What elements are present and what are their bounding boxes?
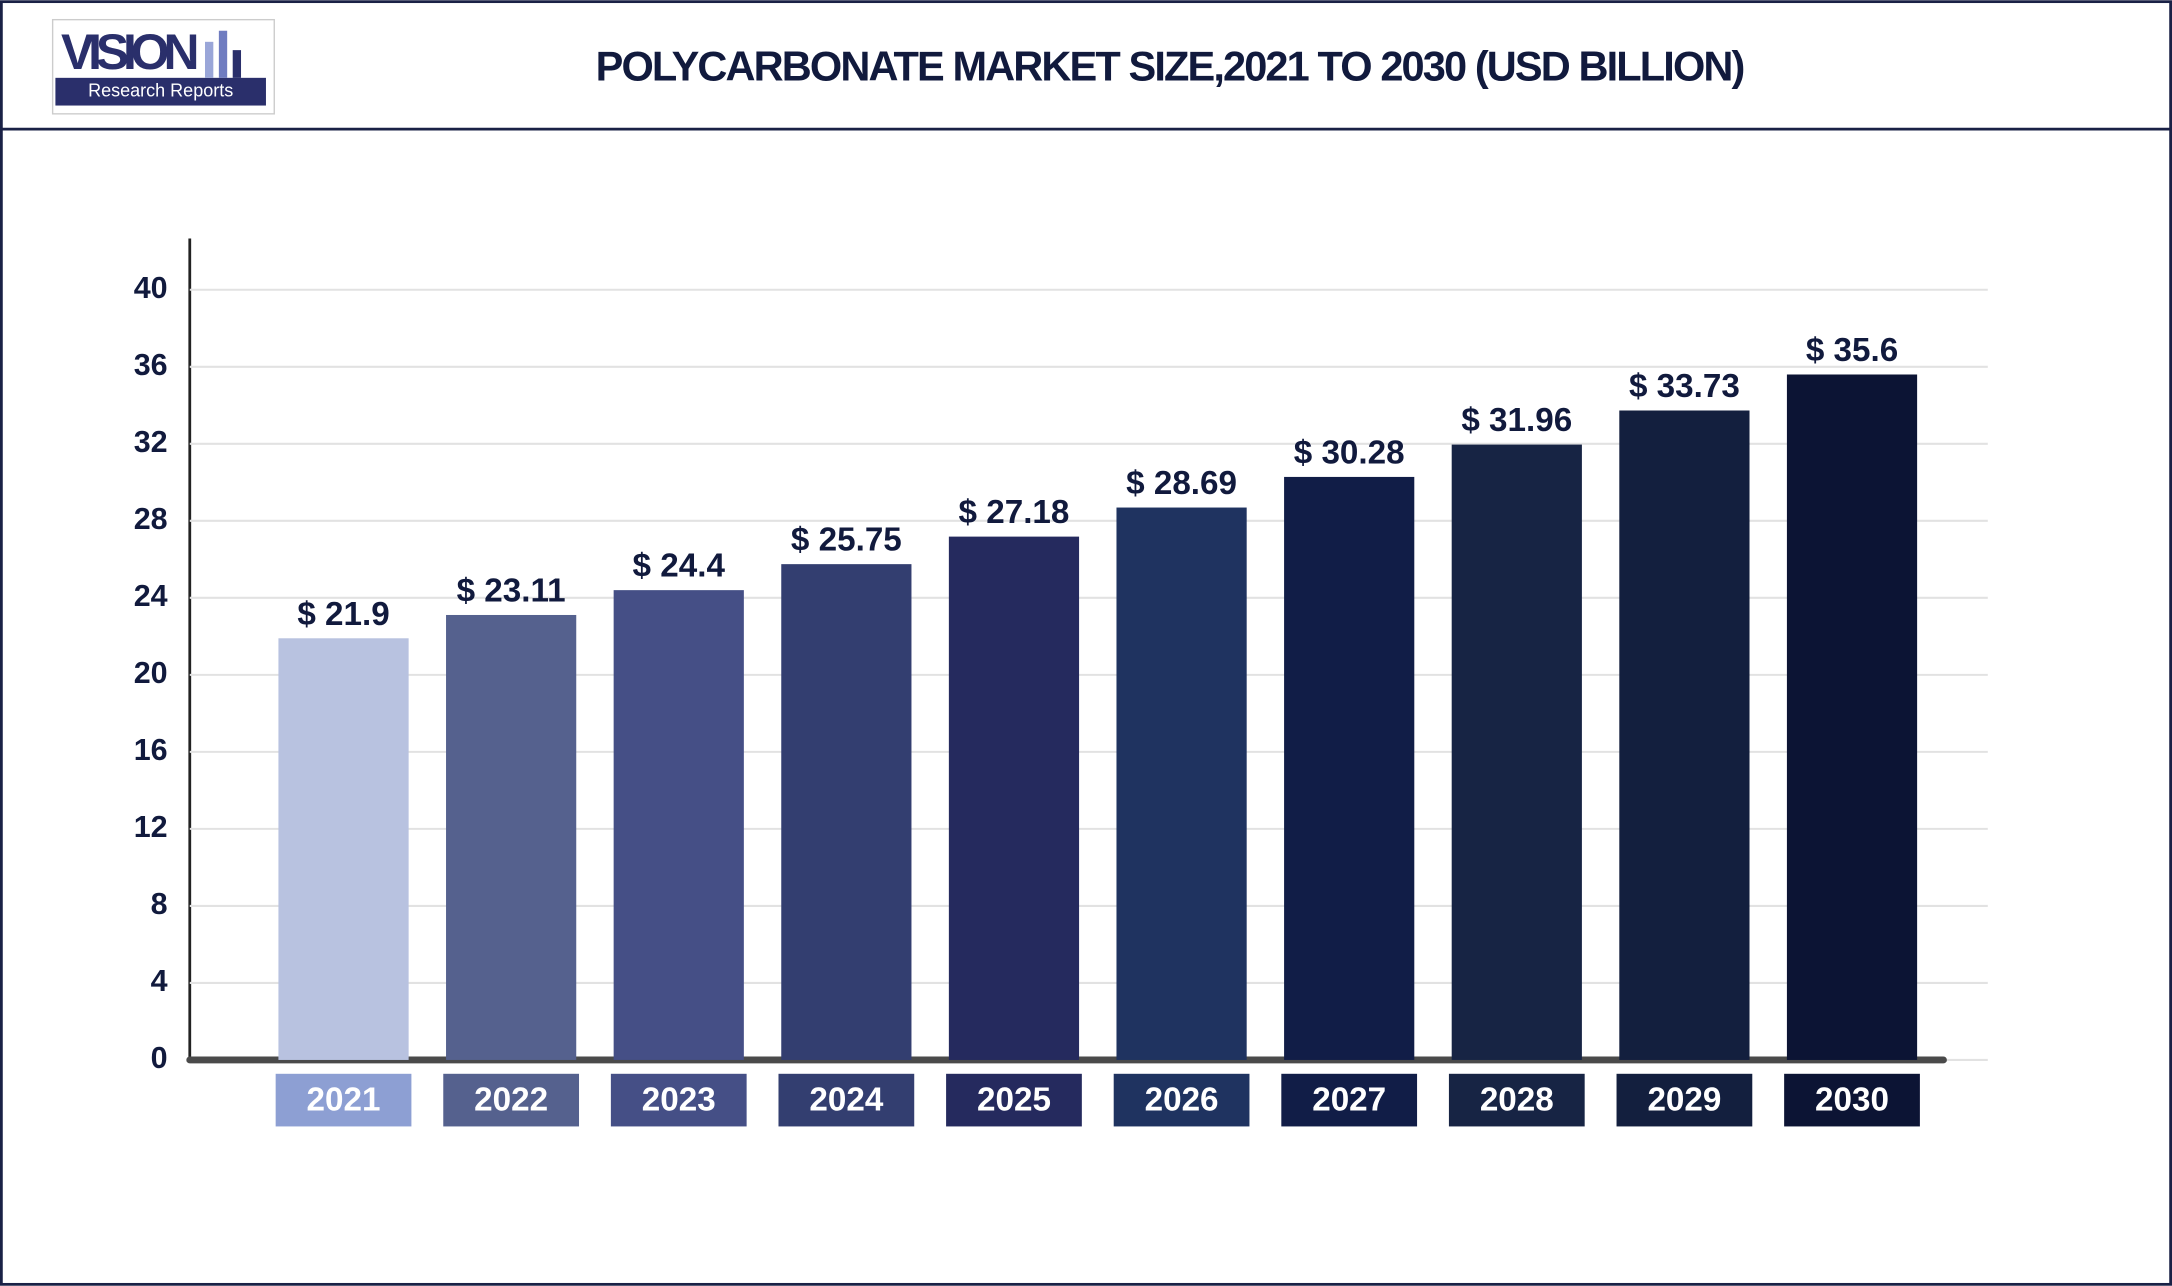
y-tick-label: 12 <box>134 810 168 844</box>
bar <box>613 590 744 1060</box>
bar <box>278 638 409 1060</box>
logo-band <box>55 77 266 106</box>
y-tick-label: 40 <box>134 271 168 305</box>
x-tick-label: 2029 <box>1647 1081 1721 1118</box>
bar <box>1451 444 1582 1060</box>
x-tick-box <box>1281 1073 1418 1127</box>
y-tick-label: 28 <box>134 502 168 536</box>
x-tick-label: 2028 <box>1480 1081 1554 1118</box>
x-tick-box <box>778 1073 915 1127</box>
y-tick-label: 0 <box>151 1041 168 1075</box>
x-tick-label: 2026 <box>1145 1081 1219 1118</box>
y-tick-label: 20 <box>134 656 168 690</box>
bar <box>1786 374 1918 1060</box>
value-label: $ 28.69 <box>1126 465 1237 502</box>
bar <box>446 614 577 1060</box>
x-tick-box <box>1113 1073 1250 1127</box>
bar <box>1619 410 1750 1060</box>
bar <box>1284 476 1415 1060</box>
x-tick-label: 2021 <box>307 1081 381 1118</box>
bar <box>781 564 912 1060</box>
value-label: $ 35.6 <box>1806 332 1898 369</box>
x-tick-label: 2022 <box>474 1081 548 1118</box>
x-tick-box <box>275 1073 412 1127</box>
y-tick-label: 36 <box>134 348 168 382</box>
value-label: $ 30.28 <box>1294 435 1405 472</box>
y-tick-label: 16 <box>134 733 168 767</box>
bar <box>1116 507 1247 1060</box>
x-tick-box <box>610 1073 747 1127</box>
x-tick-box <box>1784 1073 1920 1127</box>
x-tick-label: 2025 <box>977 1081 1051 1118</box>
value-label: $ 33.73 <box>1629 368 1740 405</box>
logo-tagline: Research Reports <box>88 80 233 100</box>
x-tick-box <box>1616 1073 1753 1127</box>
logo-icon <box>218 30 228 78</box>
chart-title: POLYCARBONATE MARKET SIZE,2021 TO 2030 (… <box>596 42 1746 89</box>
logo-icon <box>205 41 214 78</box>
x-tick-box <box>946 1073 1082 1127</box>
value-label: $ 23.11 <box>457 573 566 610</box>
x-tick-label: 2023 <box>642 1081 716 1118</box>
x-tick-box <box>443 1073 580 1127</box>
y-tick-label: 8 <box>151 887 168 921</box>
logo-name: VISION <box>61 24 200 80</box>
value-label: $ 21.9 <box>297 596 389 633</box>
value-label: $ 31.96 <box>1461 402 1572 439</box>
value-label: $ 27.18 <box>959 494 1070 531</box>
y-tick-label: 32 <box>134 425 168 459</box>
x-tick-box <box>1448 1073 1585 1127</box>
y-tick-label: 24 <box>134 579 168 613</box>
logo-icon <box>232 50 242 78</box>
y-tick-label: 4 <box>151 964 168 998</box>
x-tick-label: 2030 <box>1815 1081 1889 1118</box>
value-label: $ 24.4 <box>633 548 726 585</box>
x-tick-label: 2024 <box>809 1081 883 1118</box>
x-tick-label: 2027 <box>1312 1081 1386 1118</box>
bar <box>948 536 1080 1060</box>
value-label: $ 25.75 <box>791 522 902 559</box>
